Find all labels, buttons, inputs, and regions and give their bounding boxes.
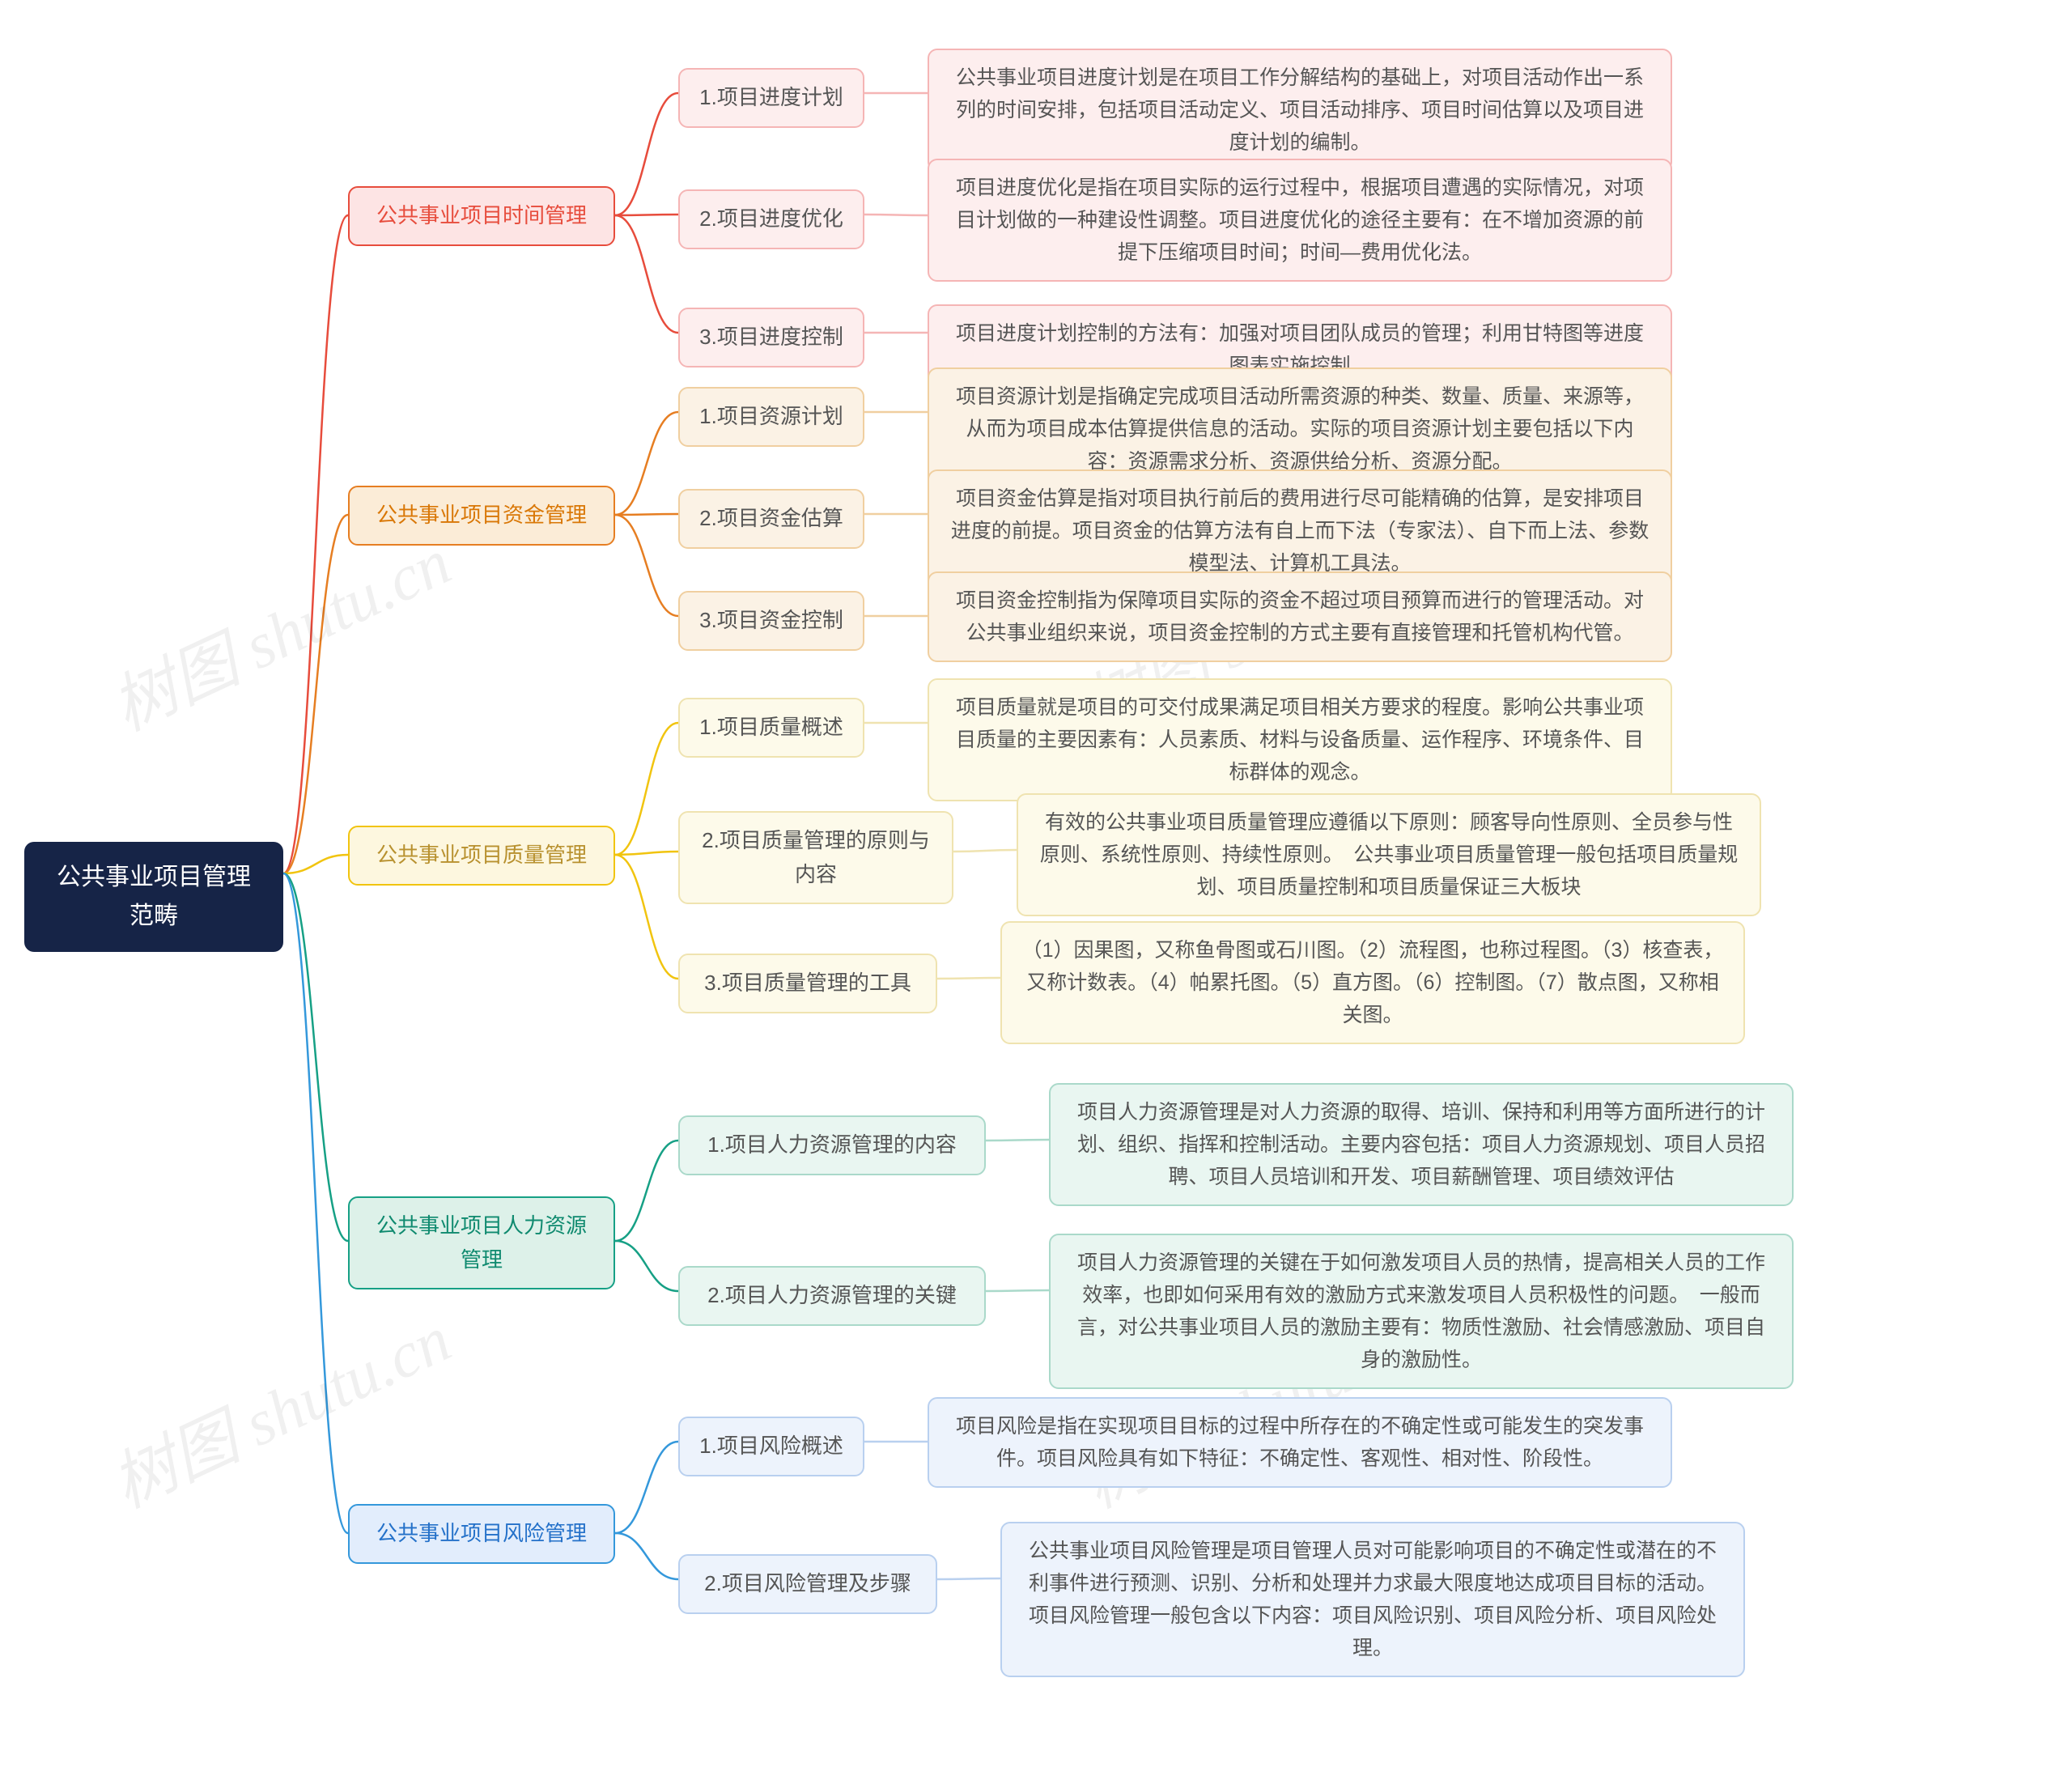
- branch-time-leaf-1-label: 项目进度优化是指在项目实际的运行过程中，根据项目遭遇的实际情况，对项目计划做的一…: [947, 172, 1653, 269]
- branch-hr: 公共事业项目人力资源管理: [348, 1196, 615, 1289]
- branch-time: 公共事业项目时间管理: [348, 186, 615, 246]
- branch-quality-leaf-0-label: 项目质量就是项目的可交付成果满足项目相关方要求的程度。影响公共事业项目质量的主要…: [947, 691, 1653, 788]
- branch-time-label: 公共事业项目时间管理: [376, 199, 587, 233]
- branch-hr-leaf-0: 项目人力资源管理是对人力资源的取得、培训、保持和利用等方面所进行的计划、组织、指…: [1049, 1083, 1794, 1206]
- branch-time-child-0-label: 1.项目进度计划: [699, 81, 843, 115]
- branch-hr-leaf-1: 项目人力资源管理的关键在于如何激发项目人员的热情，提高相关人员的工作效率，也即如…: [1049, 1234, 1794, 1389]
- branch-fund-label: 公共事业项目资金管理: [376, 499, 587, 533]
- branch-fund-leaf-2-label: 项目资金控制指为保障项目实际的资金不超过项目预算而进行的管理活动。对公共事业组织…: [947, 584, 1653, 649]
- branch-quality-leaf-2-label: （1）因果图，又称鱼骨图或石川图。（2）流程图，也称过程图。（3）核查表，又称计…: [1020, 934, 1726, 1031]
- branch-hr-label: 公共事业项目人力资源管理: [367, 1209, 596, 1277]
- branch-risk-child-0-label: 1.项目风险概述: [699, 1430, 843, 1464]
- branch-risk-label: 公共事业项目风险管理: [376, 1517, 587, 1551]
- branch-time-child-0: 1.项目进度计划: [678, 68, 864, 128]
- branch-time-child-2: 3.项目进度控制: [678, 308, 864, 367]
- branch-time-child-1: 2.项目进度优化: [678, 189, 864, 249]
- branch-fund: 公共事业项目资金管理: [348, 486, 615, 546]
- branch-fund-child-0-label: 1.项目资源计划: [699, 400, 843, 434]
- branch-quality-child-1-label: 2.项目质量管理的原则与内容: [698, 824, 934, 891]
- branch-risk-child-0: 1.项目风险概述: [678, 1417, 864, 1476]
- branch-quality-child-1: 2.项目质量管理的原则与内容: [678, 811, 953, 904]
- watermark: 树图 shutu.cn: [95, 511, 464, 750]
- branch-fund-leaf-2: 项目资金控制指为保障项目实际的资金不超过项目预算而进行的管理活动。对公共事业组织…: [928, 571, 1672, 662]
- branch-quality-label: 公共事业项目质量管理: [376, 839, 587, 873]
- branch-hr-child-0-label: 1.项目人力资源管理的内容: [707, 1128, 957, 1162]
- branch-risk-child-1: 2.项目风险管理及步骤: [678, 1554, 937, 1614]
- watermark: 树图 shutu.cn: [95, 1288, 464, 1527]
- root-node: 公共事业项目管理范畴: [24, 842, 283, 952]
- branch-quality: 公共事业项目质量管理: [348, 826, 615, 886]
- branch-risk-leaf-0-label: 项目风险是指在实现项目目标的过程中所存在的不确定性或可能发生的突发事件。项目风险…: [947, 1410, 1653, 1475]
- branch-fund-child-1-label: 2.项目资金估算: [699, 502, 843, 536]
- branch-hr-leaf-1-label: 项目人力资源管理的关键在于如何激发项目人员的热情，提高相关人员的工作效率，也即如…: [1068, 1247, 1774, 1376]
- branch-quality-child-2: 3.项目质量管理的工具: [678, 954, 937, 1013]
- branch-fund-child-0: 1.项目资源计划: [678, 387, 864, 447]
- branch-risk-leaf-0: 项目风险是指在实现项目目标的过程中所存在的不确定性或可能发生的突发事件。项目风险…: [928, 1397, 1672, 1488]
- root-node-label: 公共事业项目管理范畴: [47, 858, 261, 936]
- branch-fund-child-2: 3.项目资金控制: [678, 591, 864, 651]
- branch-hr-child-1: 2.项目人力资源管理的关键: [678, 1266, 986, 1326]
- branch-fund-child-1: 2.项目资金估算: [678, 489, 864, 549]
- branch-risk-leaf-1: 公共事业项目风险管理是项目管理人员对可能影响项目的不确定性或潜在的不利事件进行预…: [1000, 1522, 1745, 1677]
- branch-time-child-2-label: 3.项目进度控制: [699, 321, 843, 355]
- branch-fund-leaf-0-label: 项目资源计划是指确定完成项目活动所需资源的种类、数量、质量、来源等，从而为项目成…: [947, 380, 1653, 478]
- branch-fund-child-2-label: 3.项目资金控制: [699, 604, 843, 638]
- branch-time-leaf-0: 公共事业项目进度计划是在项目工作分解结构的基础上，对项目活动作出一系列的时间安排…: [928, 49, 1672, 172]
- branch-risk-child-1-label: 2.项目风险管理及步骤: [704, 1567, 911, 1601]
- branch-fund-leaf-1-label: 项目资金估算是指对项目执行前后的费用进行尽可能精确的估算，是安排项目进度的前提。…: [947, 482, 1653, 580]
- branch-quality-leaf-1: 有效的公共事业项目质量管理应遵循以下原则：顾客导向性原则、全员参与性原则、系统性…: [1017, 793, 1761, 916]
- branch-hr-leaf-0-label: 项目人力资源管理是对人力资源的取得、培训、保持和利用等方面所进行的计划、组织、指…: [1068, 1096, 1774, 1193]
- branch-time-leaf-0-label: 公共事业项目进度计划是在项目工作分解结构的基础上，对项目活动作出一系列的时间安排…: [947, 62, 1653, 159]
- branch-hr-child-0: 1.项目人力资源管理的内容: [678, 1115, 986, 1175]
- branch-quality-child-0-label: 1.项目质量概述: [699, 711, 843, 745]
- branch-hr-child-1-label: 2.项目人力资源管理的关键: [707, 1279, 957, 1313]
- branch-time-child-1-label: 2.项目进度优化: [699, 202, 843, 236]
- branch-time-leaf-1: 项目进度优化是指在项目实际的运行过程中，根据项目遭遇的实际情况，对项目计划做的一…: [928, 159, 1672, 282]
- branch-quality-leaf-0: 项目质量就是项目的可交付成果满足项目相关方要求的程度。影响公共事业项目质量的主要…: [928, 678, 1672, 801]
- branch-risk: 公共事业项目风险管理: [348, 1504, 615, 1564]
- branch-quality-child-0: 1.项目质量概述: [678, 698, 864, 758]
- branch-risk-leaf-1-label: 公共事业项目风险管理是项目管理人员对可能影响项目的不确定性或潜在的不利事件进行预…: [1020, 1535, 1726, 1664]
- branch-quality-child-2-label: 3.项目质量管理的工具: [704, 966, 911, 1000]
- branch-quality-leaf-1-label: 有效的公共事业项目质量管理应遵循以下原则：顾客导向性原则、全员参与性原则、系统性…: [1036, 806, 1742, 903]
- branch-quality-leaf-2: （1）因果图，又称鱼骨图或石川图。（2）流程图，也称过程图。（3）核查表，又称计…: [1000, 921, 1745, 1044]
